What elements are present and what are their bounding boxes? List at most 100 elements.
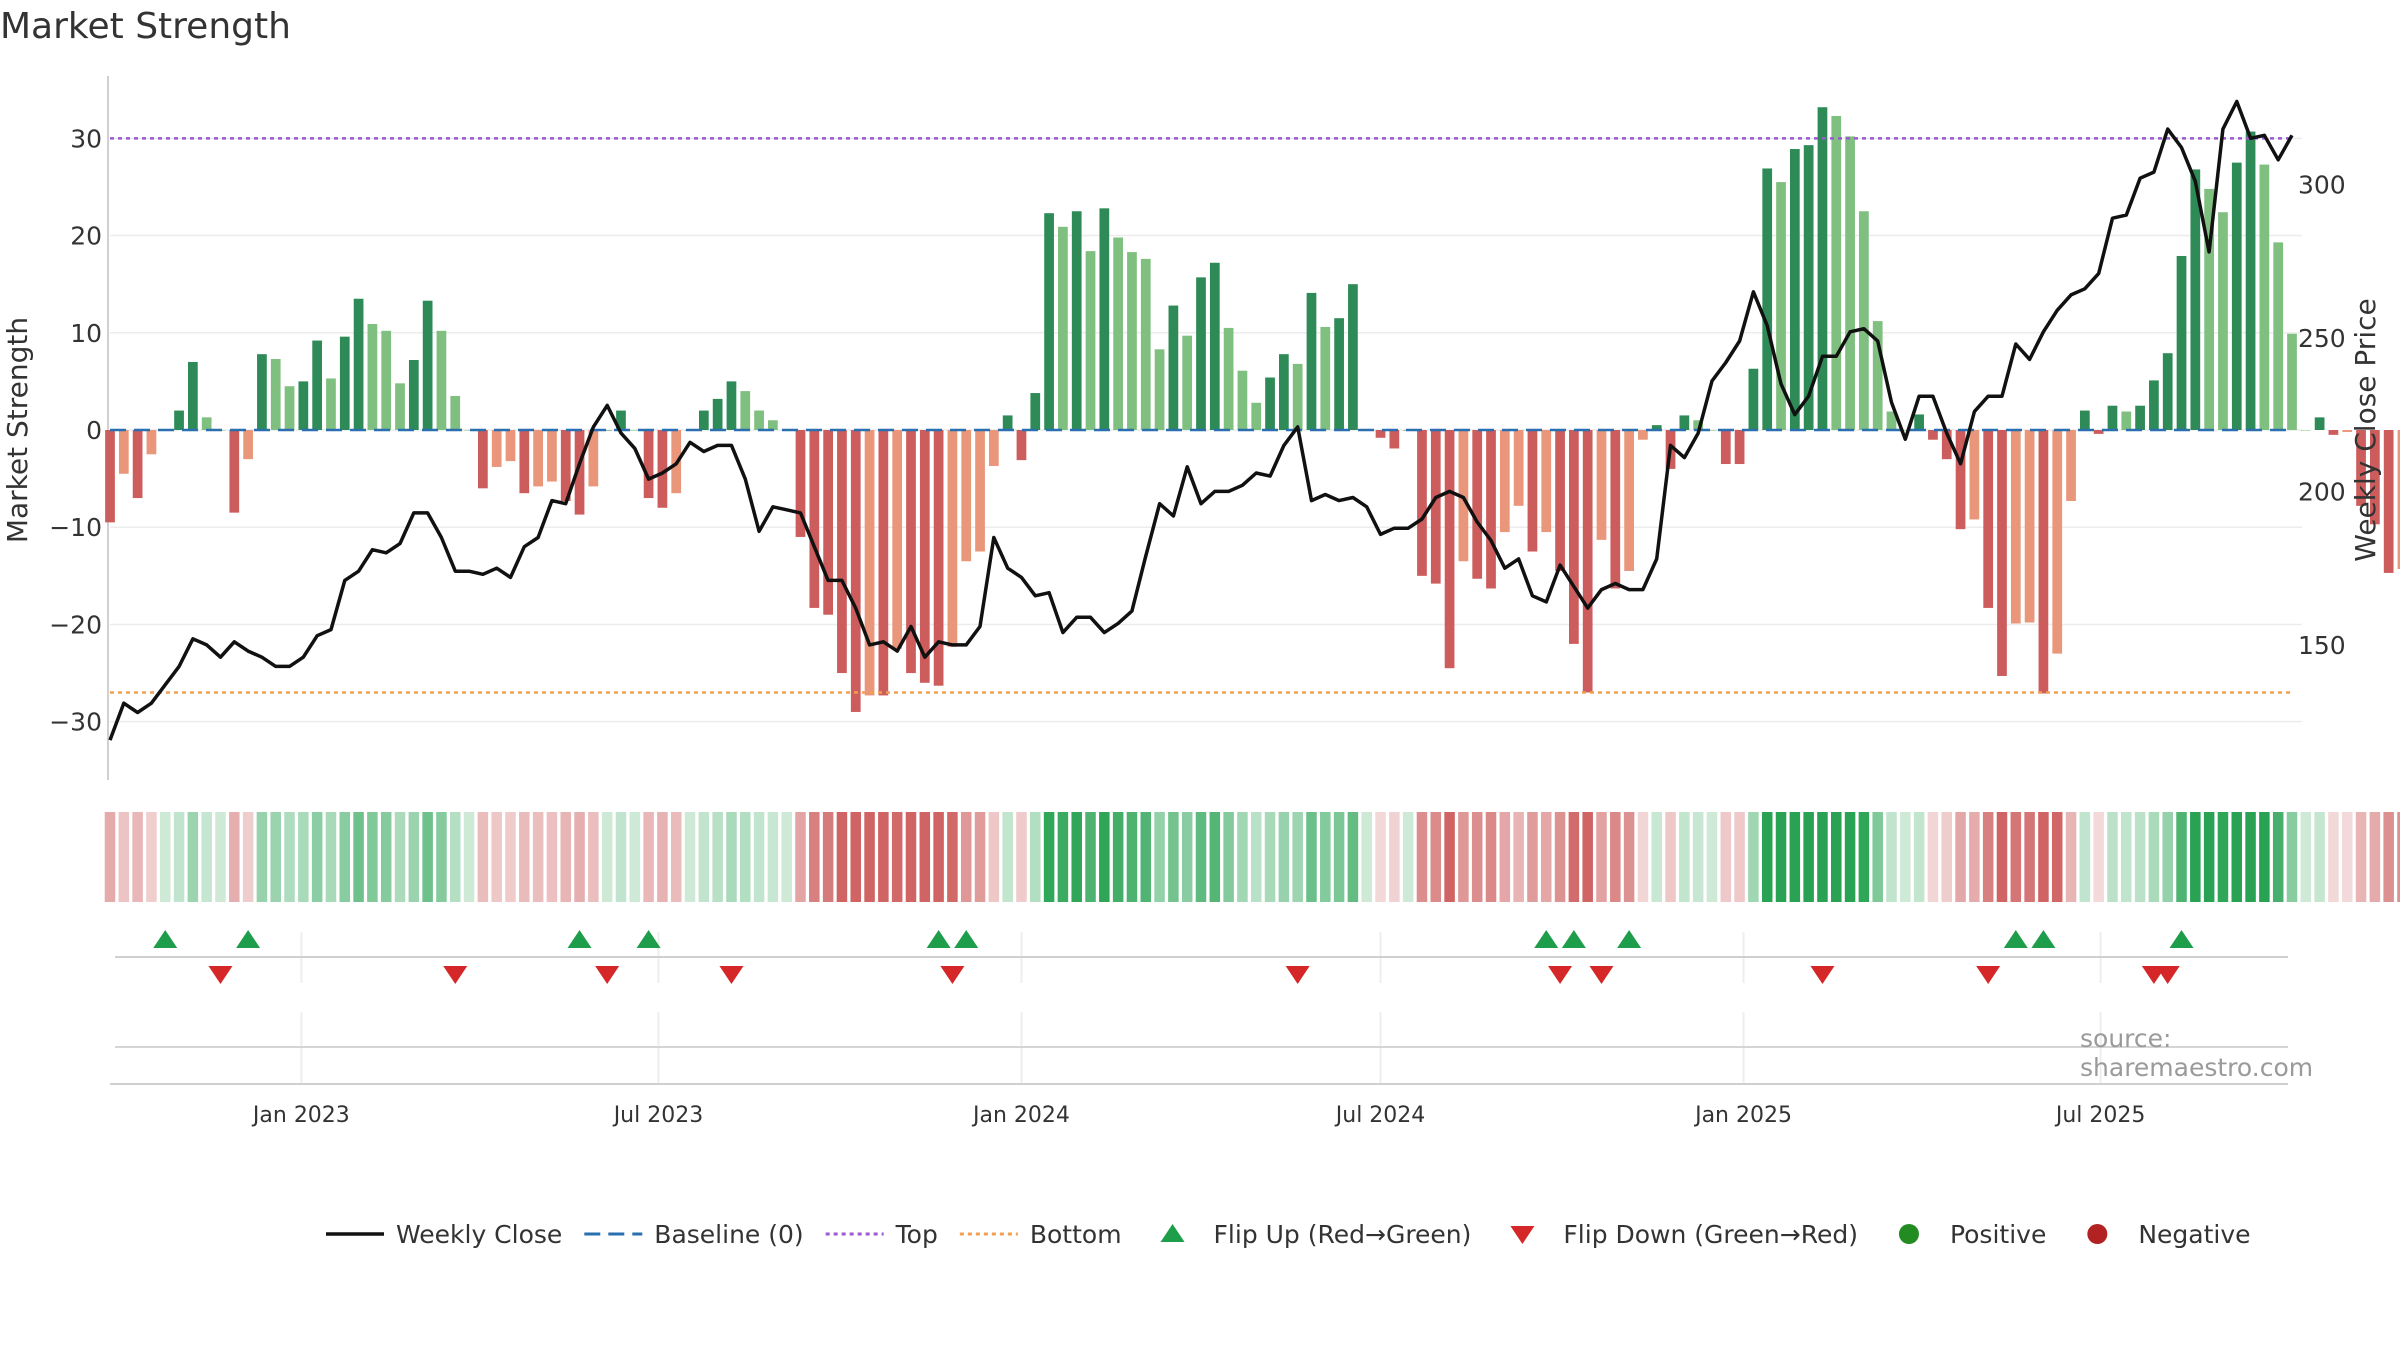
strength-band-cell: [1748, 812, 1759, 902]
strength-band-cell: [1789, 812, 1801, 902]
strength-band-cell: [919, 812, 931, 902]
legend: Weekly Close Baseline (0) Top Bottom Flip Up…: [326, 1220, 2251, 1249]
strength-band-cell: [2259, 812, 2270, 902]
strength-bar: [1140, 258, 1151, 430]
strength-band-cell: [615, 812, 627, 902]
strength-bar: [1513, 430, 1524, 506]
strength-band-cell: [2010, 812, 2022, 902]
strength-band-cell: [2300, 812, 2312, 902]
legend-label: Negative: [2138, 1220, 2250, 1249]
strength-band-cell: [422, 812, 433, 902]
strength-bar: [1734, 430, 1745, 465]
strength-bar: [367, 324, 378, 430]
strength-band-cell: [353, 812, 364, 902]
flip-down-marker: [443, 966, 468, 984]
strength-band-cell: [505, 812, 516, 902]
strength-bar: [118, 430, 129, 474]
strength-bar: [353, 298, 364, 430]
strength-bar: [754, 410, 764, 430]
strength-bar: [1624, 430, 1634, 571]
strength-band-cell: [1554, 812, 1566, 902]
strength-band-cell: [712, 812, 723, 902]
strength-bar: [1817, 107, 1828, 430]
strength-bar: [2121, 411, 2132, 430]
strength-bar: [961, 430, 972, 562]
strength-band-cell: [1181, 812, 1193, 902]
strength-band-cell: [905, 812, 917, 902]
legend-label: Weekly Close: [396, 1220, 562, 1249]
strength-band-cell: [1126, 812, 1138, 902]
strength-band-cell: [1002, 812, 1013, 902]
flip-up-marker: [2169, 930, 2194, 948]
strength-bar: [2176, 255, 2187, 430]
strength-band-cell: [1402, 812, 1414, 902]
legend-item: Flip Down (Green→Red): [1510, 1220, 1858, 1249]
strength-band-cell: [2203, 812, 2215, 902]
flip-down-marker: [2155, 966, 2180, 984]
flip-up-marker: [636, 930, 661, 948]
strength-band-cell: [1444, 812, 1455, 902]
strength-band-cell: [1375, 812, 1386, 902]
strength-band-cell: [380, 812, 392, 902]
strength-band-cell: [1485, 812, 1497, 902]
strength-band-cell: [2065, 812, 2077, 902]
strength-band-cell: [1651, 812, 1662, 902]
strength-bar: [257, 354, 267, 430]
grid-lines: [110, 137, 2302, 1084]
strength-bar: [947, 430, 958, 647]
strength-bar: [1113, 237, 1124, 430]
strength-bar: [1306, 292, 1317, 430]
flip-markers: [115, 930, 2288, 1048]
y-axis-left: −30 −20 −10 0 10 20 30: [49, 76, 109, 780]
strength-band-cell: [146, 812, 157, 902]
strength-band-cell: [933, 812, 944, 902]
strength-bar: [864, 430, 875, 696]
strength-bar: [1251, 402, 1262, 430]
strength-bar: [1320, 326, 1331, 430]
strength-bar: [1389, 430, 1400, 449]
strength-bar: [2356, 430, 2366, 506]
strength-bar: [1831, 115, 1842, 430]
strength-band-cell: [436, 812, 447, 902]
strength-bar: [2287, 333, 2297, 430]
strength-bar: [906, 430, 916, 674]
strength-bar: [436, 330, 447, 430]
strength-band-cell: [2190, 812, 2201, 902]
strength-band-cell: [1540, 812, 1552, 902]
strength-band-cell: [1154, 812, 1165, 902]
strength-band-cell: [1471, 812, 1483, 902]
strength-bar: [837, 430, 847, 674]
strength-band-cell: [1734, 812, 1745, 902]
strength-bar: [2010, 430, 2021, 624]
strength-band-cell: [2134, 812, 2146, 902]
strength-band-cell: [809, 812, 820, 902]
strength-band-cell: [2148, 812, 2160, 902]
strength-band-cell: [1250, 812, 1262, 902]
strength-bar: [1928, 430, 1938, 440]
x-axis: Jan 2023 Jul 2023 Jan 2024 Jul 2024 Jan 2025…: [110, 1083, 2288, 1128]
legend-label: Positive: [1950, 1220, 2046, 1249]
strength-bar: [505, 430, 516, 462]
strength-bar: [1127, 252, 1137, 430]
strength-band-cell: [519, 812, 530, 902]
strength-band-cell: [2369, 812, 2381, 902]
strength-bar: [1196, 277, 1206, 430]
strength-bar: [2135, 405, 2145, 430]
strength-band-cell: [1927, 812, 1939, 902]
flip-up-marker: [1617, 930, 1642, 948]
strength-band-cell: [1043, 812, 1055, 902]
strength-band-cell: [2286, 812, 2298, 902]
strength-band-cell: [284, 812, 295, 902]
strength-bar: [2314, 417, 2325, 430]
strength-bar: [1555, 430, 1565, 571]
x-tick-label: Jul 2023: [612, 1103, 704, 1128]
flip-up-marker: [2031, 930, 2056, 948]
legend-label: Flip Up (Red→Green): [1214, 1220, 1472, 1249]
strength-bar: [892, 430, 903, 649]
strength-band-cell: [2093, 812, 2104, 902]
strength-band-cell: [1831, 812, 1842, 902]
strength-band-cell: [988, 812, 1000, 902]
flip-up-marker: [236, 930, 261, 948]
strength-bar: [381, 330, 392, 430]
strength-band-cell: [1955, 812, 1966, 902]
